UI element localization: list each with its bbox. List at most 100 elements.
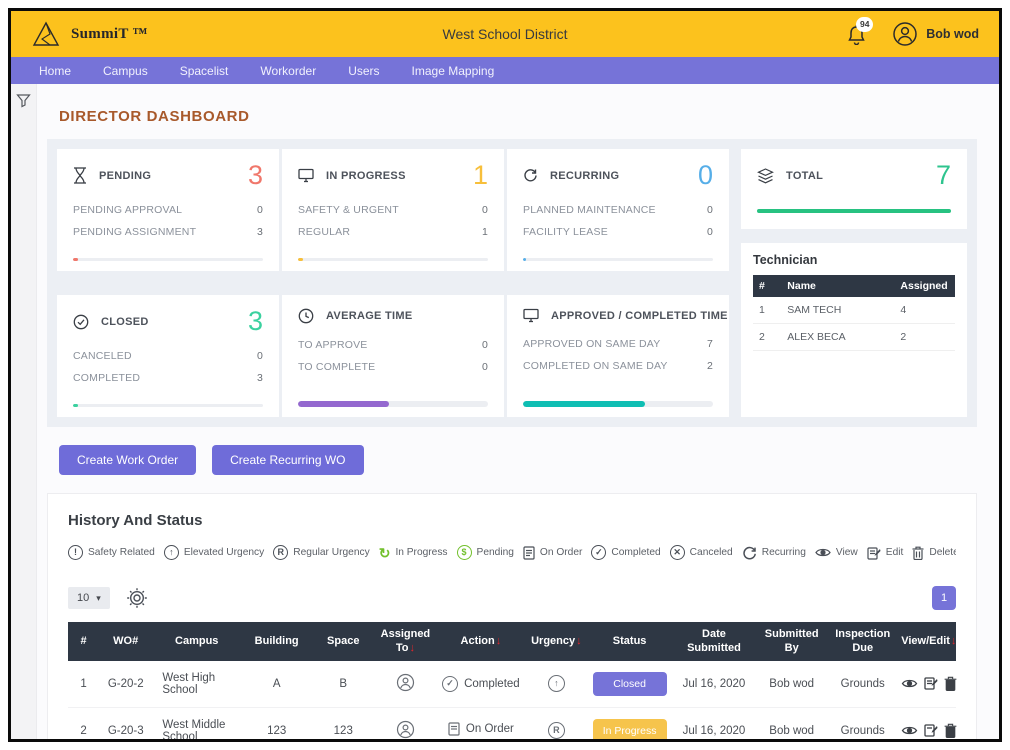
technician-row[interactable]: 1 SAM TECH 4	[753, 297, 955, 324]
page-title: DIRECTOR DASHBOARD	[59, 108, 250, 125]
card-title: CLOSED	[101, 315, 149, 328]
row-assigned-to	[374, 707, 437, 739]
stat-value: 0	[481, 361, 488, 373]
assignee-avatar-icon[interactable]	[396, 673, 415, 692]
card-title: RECURRING	[550, 169, 620, 182]
nav-item-campus[interactable]: Campus	[103, 63, 148, 78]
row-date-submitted: Jul 16, 2020	[671, 707, 757, 739]
sort-down-icon: ↓	[576, 635, 582, 648]
legend-canceled: ✕ Canceled	[669, 545, 733, 560]
clock-icon	[298, 308, 314, 324]
pagination: 1	[932, 586, 956, 610]
row-view-edit	[898, 660, 957, 708]
sort-down-icon: ↓	[495, 635, 502, 648]
history-and-status-panel: History And Status ! Safety Related ↑ El…	[47, 493, 977, 739]
row-status: Closed	[587, 660, 672, 708]
legend-regular-urgency: R Regular Urgency	[273, 545, 370, 560]
in-progress-progress-bar	[298, 258, 488, 261]
technician-row[interactable]: 2 ALEX BECA 2	[753, 323, 955, 351]
technician-card: Technician # Name Assigned	[741, 243, 967, 417]
work-order-row: 2 G-20-3 West Middle School 123 123	[68, 707, 957, 739]
user-menu[interactable]: Bob wod	[892, 21, 979, 47]
col-status: Status	[587, 622, 672, 661]
nav-item-workorder[interactable]: Workorder	[260, 63, 317, 78]
in-progress-count: 1	[472, 160, 488, 190]
refresh-icon	[523, 168, 538, 183]
nav-item-users[interactable]: Users	[348, 63, 380, 78]
tech-col-num: #	[753, 275, 782, 297]
technician-table: # Name Assigned 1 SAM TECH 4	[753, 275, 955, 351]
nav-item-image-mapping[interactable]: Image Mapping	[411, 63, 495, 78]
user-avatar-icon	[892, 21, 918, 47]
status-badge[interactable]: In Progress	[592, 718, 667, 739]
district-title: West School District	[442, 26, 568, 42]
stat-value: 0	[706, 226, 713, 238]
stat-label: COMPLETED ON SAME DAY	[523, 360, 668, 372]
table-settings-button[interactable]	[126, 587, 148, 609]
notification-count-badge: 94	[856, 16, 874, 32]
legend-label: Edit	[885, 547, 904, 558]
action-buttons: Create Work Order Create Recurring WO	[59, 445, 977, 475]
row-action: On Order	[436, 707, 526, 739]
row-view-edit	[898, 707, 957, 739]
row-campus: West Middle School	[152, 707, 242, 739]
card-title: IN PROGRESS	[326, 169, 406, 182]
r-circle-icon: R	[273, 545, 289, 560]
filter-funnel-icon[interactable]	[16, 93, 31, 739]
technician-title: Technician	[753, 253, 818, 267]
row-building: A	[241, 660, 313, 708]
delete-button[interactable]	[944, 723, 957, 738]
legend-label: Elevated Urgency	[183, 547, 265, 558]
col-urgency[interactable]: Urgency↓	[525, 622, 588, 661]
col-view-edit[interactable]: View/Edit↓	[898, 622, 956, 661]
edit-button[interactable]	[924, 723, 938, 737]
pending-progress-bar	[73, 258, 263, 261]
r-circle-icon: R	[547, 722, 565, 739]
status-badge[interactable]: Closed	[592, 671, 667, 696]
tech-col-name: Name	[781, 275, 895, 297]
card-title: APPROVED / COMPLETED TIME	[551, 309, 728, 322]
legend-elevated-urgency: ↑ Elevated Urgency	[163, 545, 265, 560]
card-average-time: AVERAGE TIME TO APPROVE 0 TO COMPLETE 0	[282, 295, 504, 417]
monitor-icon	[298, 168, 314, 183]
stat-label: COMPLETED	[73, 372, 141, 384]
legend-label: Regular Urgency	[293, 547, 370, 558]
arrow-up-circle-icon: ↑	[547, 675, 565, 693]
edit-button[interactable]	[924, 676, 938, 690]
assignee-avatar-icon[interactable]	[396, 720, 415, 739]
pagination-page-1[interactable]: 1	[932, 586, 956, 610]
pending-count: 3	[247, 160, 263, 190]
card-title: TOTAL	[786, 169, 824, 182]
action-label: Completed	[464, 677, 520, 690]
total-progress-bar	[757, 209, 951, 213]
nav-item-home[interactable]: Home	[39, 63, 72, 78]
work-order-table: # WO# Campus Building Space Assigned To↓…	[68, 622, 957, 739]
row-inspection-due: Grounds	[827, 707, 899, 739]
delete-button[interactable]	[944, 676, 957, 691]
legend-label: Canceled	[689, 547, 733, 558]
view-button[interactable]	[901, 725, 918, 736]
tech-assigned: 2	[894, 323, 955, 351]
col-assigned-to[interactable]: Assigned To↓	[374, 622, 437, 661]
create-recurring-wo-button[interactable]: Create Recurring WO	[212, 445, 364, 475]
nav-item-spacelist[interactable]: Spacelist	[179, 63, 229, 78]
summit-logo-icon	[31, 20, 61, 48]
stat-label: TO APPROVE	[298, 339, 368, 351]
main-nav: Home Campus Spacelist Workorder Users Im…	[11, 57, 999, 84]
page-size-select[interactable]: 10 ▾	[68, 587, 110, 609]
view-button[interactable]	[901, 678, 918, 689]
card-approved-completed-time: APPROVED / COMPLETED TIME APPROVED ON SA…	[507, 295, 729, 417]
notifications-button[interactable]: 94	[847, 16, 874, 45]
create-work-order-button[interactable]: Create Work Order	[59, 445, 197, 475]
top-bar-right: 94 Bob wod	[847, 16, 979, 47]
legend-delete: Delete	[912, 546, 956, 560]
monitor-icon	[523, 308, 539, 323]
card-in-progress: IN PROGRESS 1 SAFETY & URGENT 0 REGULAR 1	[282, 149, 504, 271]
col-action[interactable]: Action↓	[436, 622, 526, 661]
legend-recurring: Recurring	[742, 546, 806, 560]
legend-label: View	[835, 547, 858, 558]
brand: SummiT ™	[31, 20, 148, 48]
table-header-row: # WO# Campus Building Space Assigned To↓…	[68, 622, 956, 661]
col-date-submitted: Date Submitted	[671, 622, 757, 661]
